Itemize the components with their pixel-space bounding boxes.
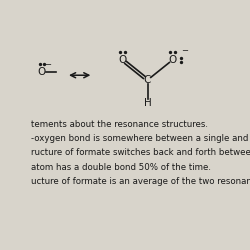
Text: atom has a double bond 50% of the time.: atom has a double bond 50% of the time.: [31, 163, 211, 172]
Text: −: −: [181, 46, 188, 55]
Text: tements about the resonance structures.: tements about the resonance structures.: [31, 120, 208, 128]
Text: H: H: [144, 98, 152, 108]
Text: O: O: [38, 67, 46, 77]
Text: O: O: [168, 55, 177, 65]
Text: −: −: [44, 60, 52, 70]
Text: O: O: [118, 55, 126, 65]
Text: C: C: [144, 75, 151, 85]
Text: -oxygen bond is somewhere between a single and double bond.: -oxygen bond is somewhere between a sing…: [31, 134, 250, 143]
Text: ucture of formate is an average of the two resonance forms.: ucture of formate is an average of the t…: [31, 177, 250, 186]
Text: ructure of formate switches back and forth between the two reso: ructure of formate switches back and for…: [31, 148, 250, 158]
